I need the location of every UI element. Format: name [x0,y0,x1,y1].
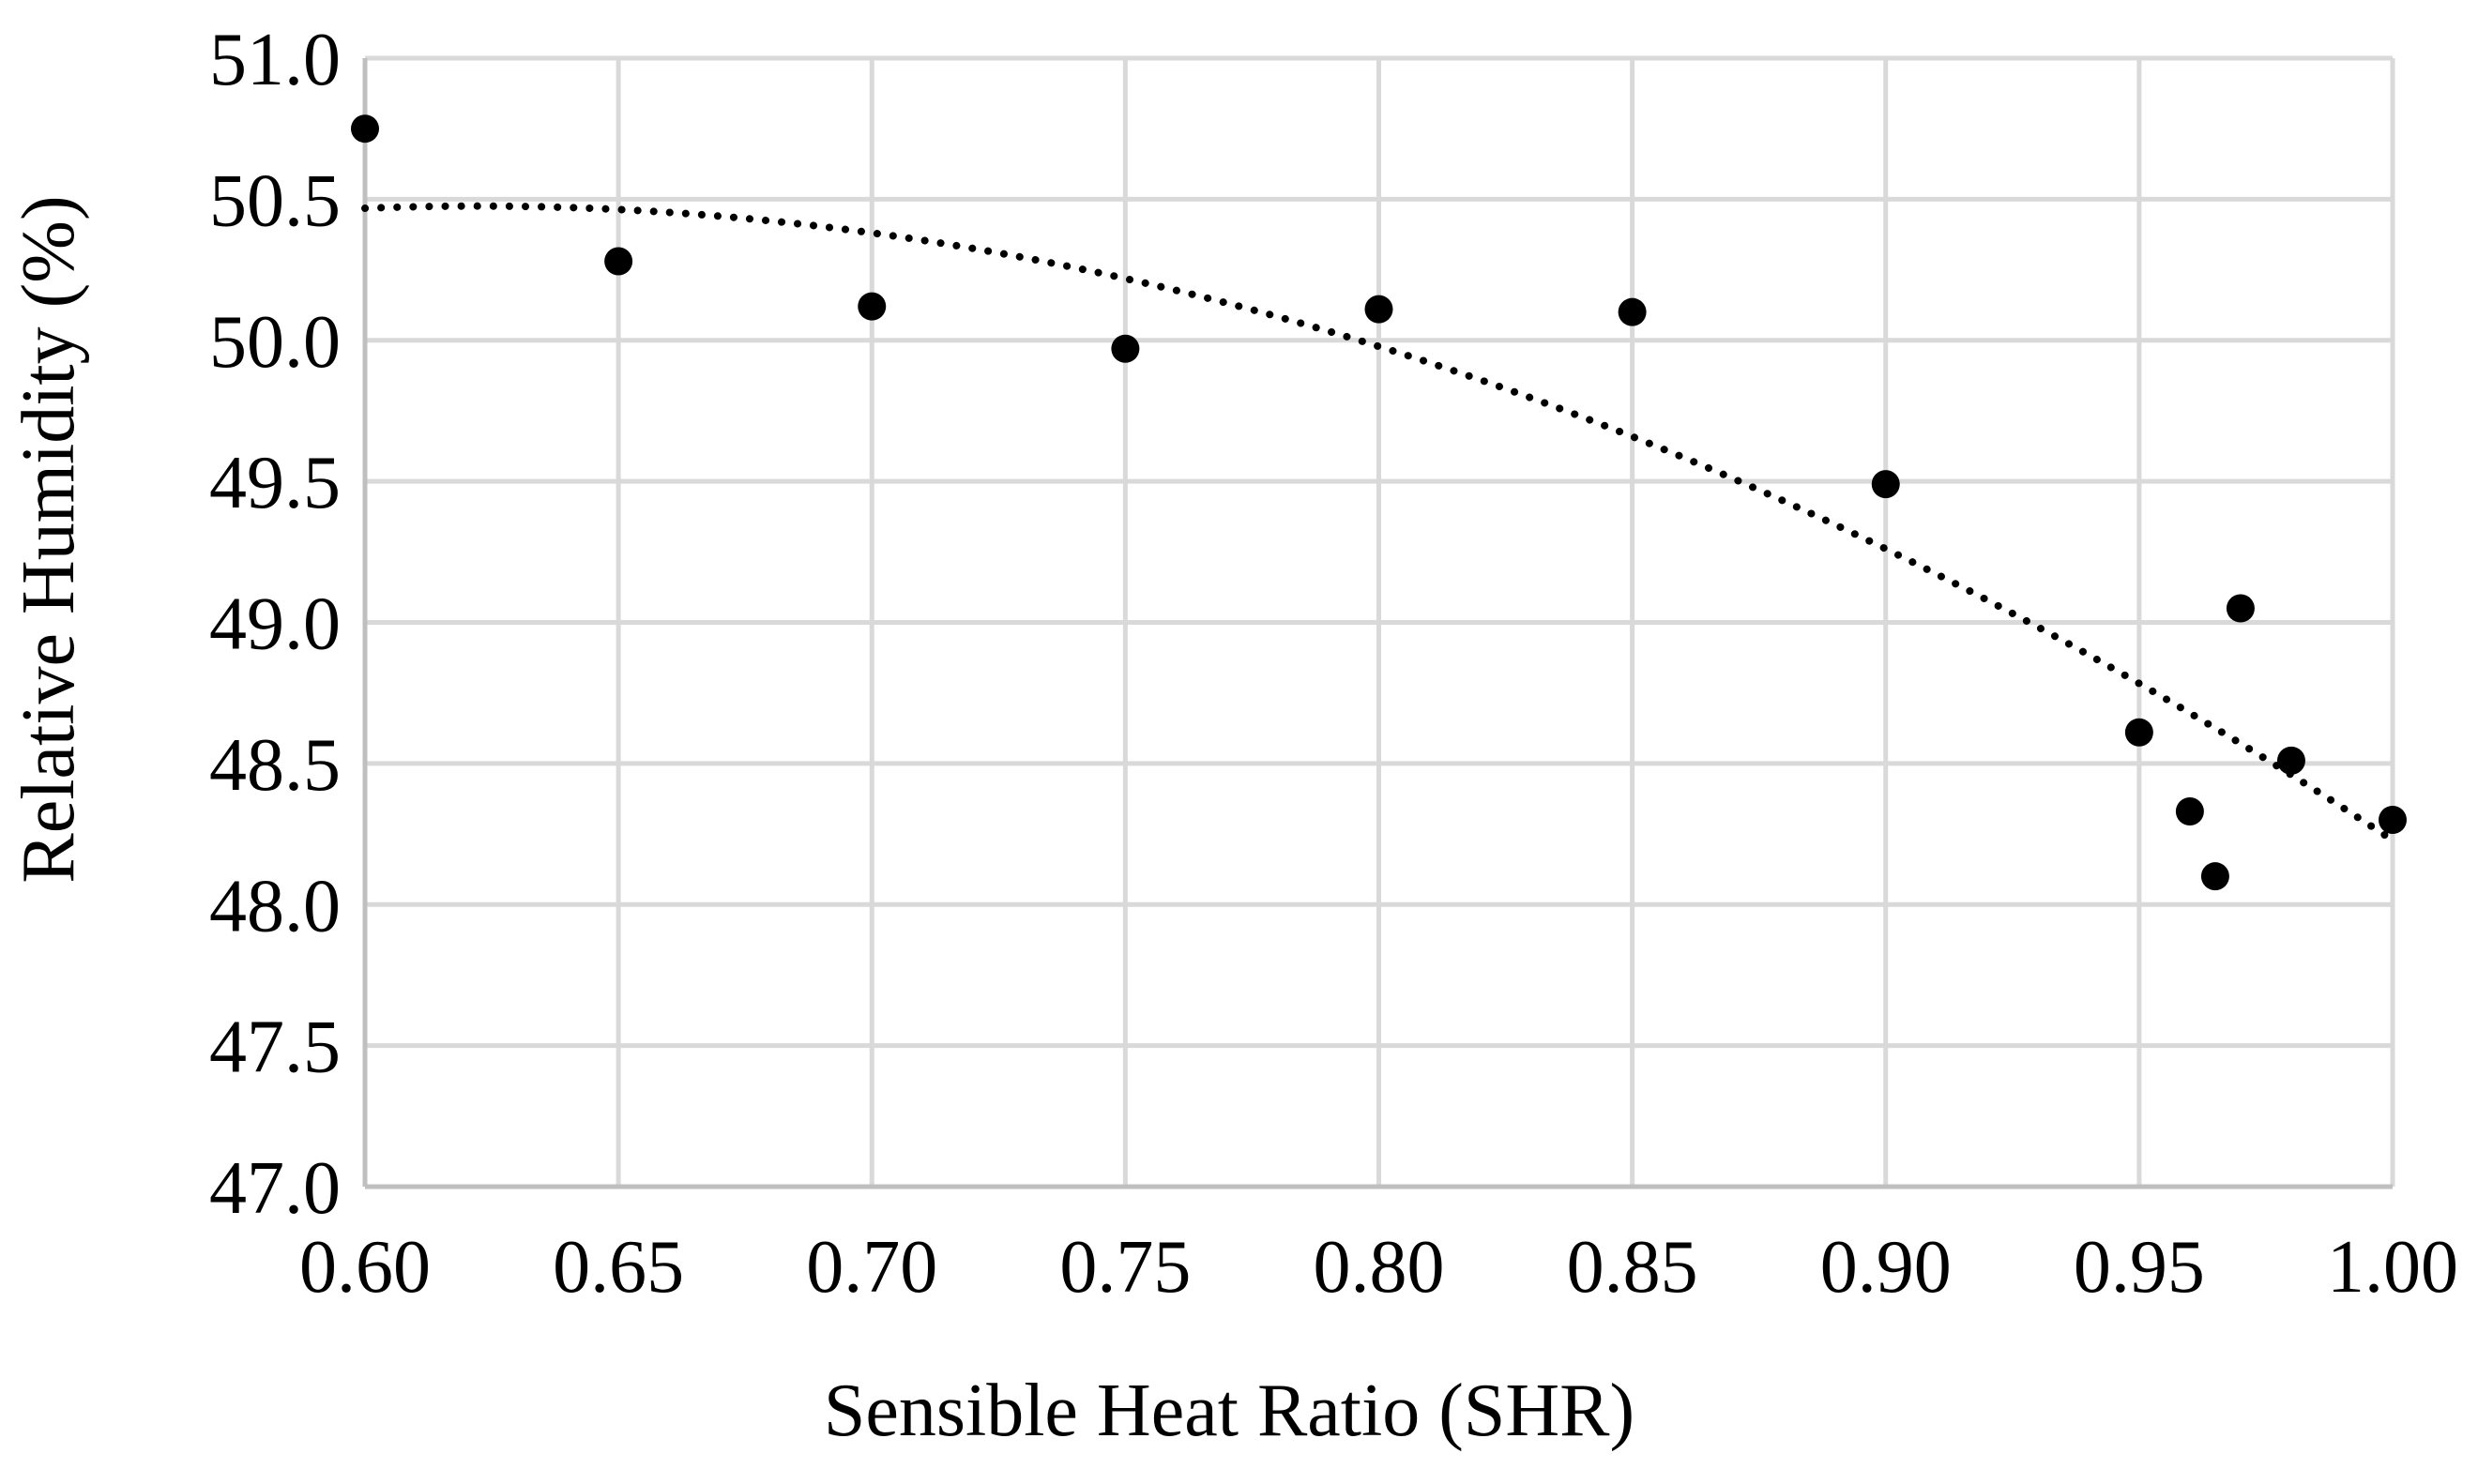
x-axis-title: Sensible Heat Ratio (SHR) [824,1370,1634,1452]
data-point [1364,295,1393,324]
y-tick-label: 51.0 [209,19,341,101]
data-point [2200,862,2229,891]
data-point [1111,334,1140,363]
y-tick-labels: 47.0 47.5 48.0 48.5 49.0 49.5 50.0 50.5 51.0 [209,19,341,1230]
data-point [858,292,887,321]
data-point [1618,297,1647,326]
x-tick-label: 0.65 [553,1226,684,1309]
data-point [1871,470,1900,499]
data-points [351,114,2407,891]
x-tick-labels: 0.60 0.65 0.70 0.75 0.80 0.85 0.90 0.95 1.00 [299,1226,2458,1309]
data-point [2124,718,2153,747]
y-tick-label: 48.0 [209,865,341,947]
y-tick-label: 50.5 [209,159,341,242]
trendline [361,202,2396,844]
data-point [604,247,633,276]
y-axis-title: Relative Humidity (%) [8,195,90,883]
x-tick-label: 0.85 [1567,1226,1698,1309]
x-tick-label: 0.90 [1820,1226,1952,1309]
data-point [351,114,379,144]
y-tick-label: 49.0 [209,583,341,666]
x-tick-label: 0.60 [299,1226,431,1309]
data-point [2226,594,2255,623]
trendline-path [361,202,2396,844]
y-tick-label: 47.5 [209,1007,341,1089]
y-tick-label: 49.5 [209,442,341,524]
x-tick-label: 0.75 [1059,1226,1191,1309]
x-tick-label: 0.70 [806,1226,937,1309]
data-point [2276,746,2305,775]
data-point [2379,806,2407,835]
x-tick-label: 0.80 [1314,1226,1445,1309]
data-point [2175,797,2204,826]
y-tick-label: 50.0 [209,301,341,384]
x-tick-label: 0.95 [2074,1226,2205,1309]
y-tick-label: 47.0 [209,1147,341,1230]
x-tick-label: 1.00 [2327,1226,2458,1309]
axes [362,58,2393,1189]
y-tick-label: 48.5 [209,724,341,807]
